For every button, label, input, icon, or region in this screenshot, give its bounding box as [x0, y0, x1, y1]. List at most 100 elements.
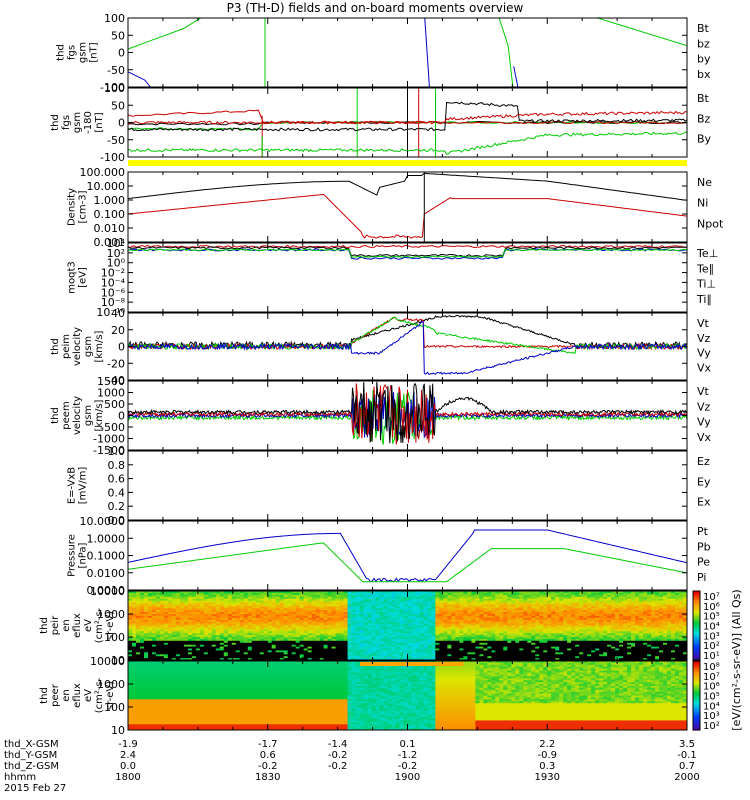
spectrogram-cell: [319, 648, 325, 651]
spectrogram-cell: [411, 627, 417, 630]
spectrogram-cell: [275, 617, 281, 621]
spectrogram-cell: [315, 656, 321, 659]
spectrogram-cell: [259, 642, 265, 646]
spectrogram-cell: [315, 621, 321, 625]
spectrogram-cell: [343, 592, 349, 596]
spectrogram-cell: [128, 640, 133, 644]
spectrogram-cell: [155, 633, 161, 636]
spectrogram-cell: [599, 594, 604, 598]
spectrogram-cell: [140, 658, 145, 660]
spectrogram-cell: [579, 658, 584, 660]
spectrogram-cell: [619, 591, 624, 594]
spectrogram-cell: [367, 608, 373, 611]
spectrogram-cell: [211, 596, 217, 600]
spectrogram-cell: [519, 598, 524, 602]
spectrogram-cell: [295, 610, 301, 613]
spectrogram-cell: [271, 619, 277, 623]
spectrogram-cell: [295, 654, 301, 657]
spectrogram-cell: [595, 656, 600, 659]
spectrogram-cell: [583, 596, 588, 600]
spectrogram-cell: [359, 646, 365, 650]
spectrogram-cell: [375, 646, 381, 650]
spectrogram-cell: [603, 638, 608, 642]
spectrogram-cell: [140, 637, 145, 640]
spectrogram-cell: [152, 606, 157, 609]
spectrogram-cell: [207, 591, 213, 594]
spectrogram-cell: [359, 644, 365, 648]
spectrogram-cell: [435, 638, 440, 642]
spectrogram-cell: [255, 604, 261, 607]
spectrogram-cell: [343, 617, 349, 621]
spectrogram-cell: [319, 633, 325, 636]
spectrogram-cell: [167, 629, 173, 632]
spectrogram-cell: [163, 631, 169, 634]
spectrogram-cell: [467, 658, 472, 660]
spectrogram-cell: [423, 658, 429, 660]
spectrogram-cell: [140, 642, 145, 646]
spectrogram-cell: [355, 656, 361, 659]
spectrogram-cell: [223, 640, 229, 644]
spectrogram-cell: [136, 608, 141, 611]
spectrogram-cell: [167, 608, 173, 611]
spectrogram-cell: [599, 623, 604, 627]
spectrogram-cell: [223, 642, 229, 646]
spectrogram-cell: [203, 617, 209, 621]
spectrogram-cell: [275, 644, 281, 648]
spectrogram-cell: [219, 591, 225, 594]
spectrogram-cell: [239, 646, 245, 650]
spectrogram-cell: [523, 596, 528, 600]
spectrogram-cell: [403, 615, 409, 619]
spectrogram-cell: [479, 644, 484, 648]
spectrogram-cell: [140, 638, 145, 642]
spectrogram-cell: [255, 658, 261, 660]
spectrogram-cell: [279, 642, 285, 646]
spectrogram-cell: [555, 623, 560, 627]
spectrogram-cell: [291, 625, 297, 628]
spectrogram-cell: [219, 633, 225, 636]
spectrogram-cell: [467, 592, 472, 596]
spectrogram-cell: [507, 614, 512, 617]
spectrogram-cell: [183, 623, 189, 627]
y-axis-label: velocity: [72, 396, 83, 435]
spectrogram-cell: [539, 594, 544, 598]
spectrogram-cell: [447, 615, 452, 619]
spectrogram-cell: [267, 617, 273, 621]
spectrogram-cell: [239, 591, 245, 594]
spectrogram-cell: [323, 648, 329, 651]
y-tick-label: 0.6: [108, 473, 126, 486]
spectrogram-cell: [559, 658, 564, 660]
spectrogram-cell: [519, 652, 524, 655]
spectrogram-cell: [283, 640, 289, 644]
spectrogram-cell: [339, 612, 345, 615]
spectrogram-cell: [355, 646, 361, 650]
spectrogram-cell: [271, 637, 277, 640]
spectrogram-cell: [415, 638, 421, 642]
spectrogram-cell: [323, 629, 329, 632]
spectrogram-cell: [311, 615, 317, 619]
spectrogram-cell: [431, 604, 437, 607]
spectrogram-cell: [195, 635, 201, 638]
spectrogram-cell: [315, 617, 321, 621]
spectrogram-cell: [215, 625, 221, 628]
spectrogram-cell: [191, 600, 197, 604]
spectrogram-cell: [475, 596, 480, 600]
legend-label: Pb: [697, 540, 711, 553]
y-tick-label: 0: [118, 47, 125, 60]
plot-peim: [128, 314, 687, 375]
spectrogram-cell: [451, 631, 456, 634]
spectrogram-cell: [459, 591, 464, 594]
spectrogram-cell: [279, 658, 285, 660]
series-line: [128, 383, 687, 445]
y-axis-label: peim: [61, 334, 72, 359]
spectrogram-cell: [539, 600, 544, 604]
spectrogram-cell: [391, 654, 397, 657]
spectrogram-cell: [583, 594, 588, 598]
spectrogram-cell: [323, 592, 329, 596]
spectrogram-cell: [235, 621, 241, 625]
spectrogram-cell: [303, 625, 309, 628]
spectrogram-cell: [159, 600, 165, 604]
spectrogram-cell: [475, 652, 480, 655]
spectrogram-cell: [463, 633, 468, 636]
legend-label: by: [697, 53, 711, 66]
